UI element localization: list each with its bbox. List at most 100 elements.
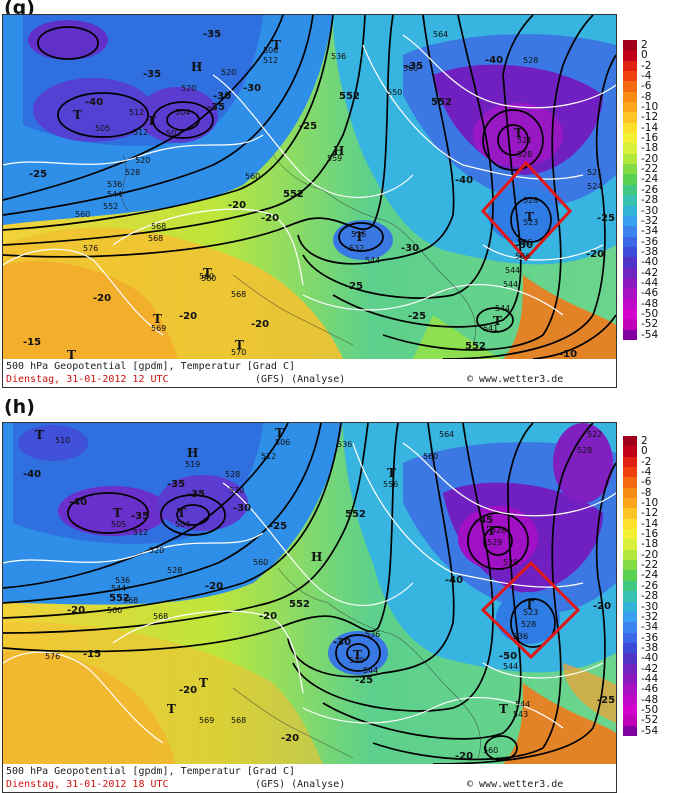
- colorbar-label: -50: [641, 307, 659, 320]
- colorbar-label: -12: [641, 507, 659, 520]
- temp-label: -40: [69, 497, 87, 508]
- colorbar-swatch: [623, 112, 637, 124]
- colorbar-swatch: [623, 725, 637, 737]
- height-label: 536: [365, 630, 380, 639]
- colorbar-label: -10: [641, 497, 659, 510]
- height-label: 528: [517, 150, 532, 159]
- height-label: 544: [515, 700, 530, 709]
- temp-label: -25: [408, 311, 426, 322]
- colorbar-label: -48: [641, 693, 659, 706]
- low-marker: T: [355, 230, 364, 244]
- colorbar-label: -54: [641, 724, 659, 737]
- height-label: 568: [151, 222, 166, 231]
- low-marker: T: [493, 314, 502, 328]
- height-label: 512: [263, 56, 278, 65]
- map-g-canvas: 505 512 520 502 504 512 520 528 536 544 …: [3, 15, 616, 359]
- colorbar-swatch: [623, 288, 637, 300]
- colorbar-swatch: [623, 591, 637, 603]
- colorbar-label: -28: [641, 194, 659, 207]
- colorbar-label: -42: [641, 266, 659, 279]
- colorbar-label: 2: [641, 39, 648, 51]
- colorbar-label: -2: [641, 455, 652, 468]
- height-label: 564: [433, 30, 448, 39]
- height-label: 552: [431, 97, 452, 108]
- low-marker: T: [525, 210, 534, 224]
- height-label: 529: [487, 538, 502, 547]
- colorbar-swatch: [623, 122, 637, 134]
- colorbar-swatch: [623, 164, 637, 175]
- colorbar-label: -18: [641, 538, 659, 551]
- height-label: 506: [263, 46, 278, 55]
- temp-label: -45: [475, 515, 493, 526]
- height-label: 569: [199, 716, 214, 725]
- colorbar-label: -14: [641, 121, 659, 134]
- height-label: 576: [83, 244, 98, 253]
- colorbar-swatch: [623, 684, 637, 696]
- low-marker: T: [67, 348, 76, 359]
- height-label: 568: [123, 596, 138, 605]
- colorbar-label: -48: [641, 297, 659, 310]
- height-label: 520: [181, 84, 196, 93]
- colorbar-label: -26: [641, 579, 659, 592]
- map-h: 510 506 512 519 528 520 505 504 512 520 …: [2, 422, 617, 765]
- colorbar-label: -8: [641, 486, 652, 499]
- height-label: 560: [483, 746, 498, 755]
- colorbar-swatch: [623, 518, 637, 530]
- low-marker: T: [147, 114, 156, 128]
- caption-model: (GFS) (Analyse): [255, 374, 346, 385]
- colorbar-swatch: [623, 246, 637, 258]
- height-label: 528: [491, 526, 506, 535]
- low-marker: T: [272, 38, 281, 52]
- colorbar-label: -6: [641, 80, 652, 93]
- colorbar-swatch: [623, 133, 637, 144]
- colorbar-swatch: [623, 673, 637, 685]
- colorbar-label: -20: [641, 152, 659, 165]
- colorbar-label: -36: [641, 235, 659, 248]
- height-label: 523: [523, 218, 538, 227]
- height-label: 505: [95, 124, 110, 133]
- temp-label: -20: [67, 605, 85, 616]
- colorbar-swatch: [623, 40, 637, 51]
- temp-label: -35: [131, 511, 149, 522]
- caption-date: Dienstag, 31-01-2012 18 UTC: [6, 779, 169, 790]
- height-label: 559: [327, 154, 342, 163]
- height-label: 528: [167, 566, 182, 575]
- caption-model: (GFS) (Analyse): [255, 779, 346, 790]
- temp-label: -30: [515, 240, 533, 251]
- height-label: 536: [107, 180, 122, 189]
- height-label: 520: [221, 68, 236, 77]
- height-label: 568: [231, 290, 246, 299]
- map-h-highlight-box: [480, 560, 581, 660]
- height-label: 528: [523, 56, 538, 65]
- colorbar-label: -36: [641, 631, 659, 644]
- caption-title: 500 hPa Geopotential [gpdm], Temperatur …: [6, 361, 295, 372]
- caption-title: 500 hPa Geopotential [gpdm], Temperatur …: [6, 766, 295, 777]
- height-label: 528: [503, 558, 518, 567]
- height-label: 560: [245, 172, 260, 181]
- height-label: 536: [115, 576, 130, 585]
- colorbar-swatch: [623, 329, 637, 341]
- temp-label: -20: [455, 751, 473, 762]
- colorbar-label: -40: [641, 652, 659, 665]
- colorbar-label: -16: [641, 132, 659, 145]
- caption-h: 500 hPa Geopotential [gpdm], Temperatur …: [2, 764, 617, 793]
- height-label: 502: [166, 129, 181, 138]
- temp-label: -25: [355, 675, 373, 686]
- low-marker: T: [353, 648, 362, 662]
- height-label: 532: [349, 244, 364, 253]
- temp-label: -30: [333, 637, 351, 648]
- height-label: 528: [225, 470, 240, 479]
- height-label: 522: [587, 430, 602, 439]
- low-marker: T: [199, 676, 208, 690]
- height-label: 504: [175, 108, 190, 117]
- temp-label: -20: [593, 601, 611, 612]
- low-marker: T: [387, 466, 396, 480]
- colorbar-label: -28: [641, 590, 659, 603]
- colorbar-swatch: [623, 195, 637, 207]
- height-label: 505: [111, 520, 126, 529]
- low-marker: T: [525, 598, 534, 612]
- colorbar-label: -44: [641, 672, 659, 685]
- colorbar-swatch: [623, 446, 637, 458]
- low-marker: T: [499, 702, 508, 716]
- colorbar-label: -38: [641, 641, 659, 654]
